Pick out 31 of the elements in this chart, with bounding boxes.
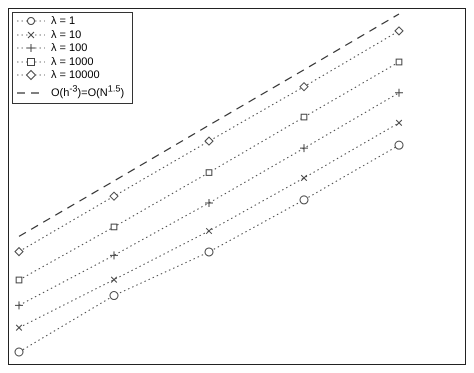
point [396, 120, 402, 126]
point [300, 174, 308, 182]
point [300, 144, 308, 153]
point [16, 324, 22, 331]
point [14, 247, 24, 256]
legend-label: λ = 1000 [51, 56, 94, 68]
point [396, 58, 402, 66]
point [206, 169, 212, 176]
legend-label: λ = 1 [51, 15, 76, 27]
point [300, 82, 308, 92]
point [110, 250, 118, 260]
legend-label: λ = 100 [51, 42, 88, 54]
point [204, 136, 214, 146]
point [300, 114, 308, 120]
point [204, 247, 214, 256]
legend-label: λ = 10 [51, 28, 82, 40]
point [394, 88, 404, 98]
point [110, 291, 118, 300]
point [206, 228, 212, 234]
point [204, 198, 214, 208]
point [16, 276, 22, 284]
point [394, 140, 404, 150]
point [110, 224, 118, 230]
point [14, 348, 24, 356]
point [394, 26, 404, 36]
legend-label: λ = 10000 [51, 69, 100, 81]
point [300, 195, 308, 204]
legend-label: O(h$^{-3}$)=O(N$^{1.5}$) [51, 84, 124, 100]
point [14, 300, 24, 310]
point [110, 276, 118, 283]
point [110, 192, 118, 201]
